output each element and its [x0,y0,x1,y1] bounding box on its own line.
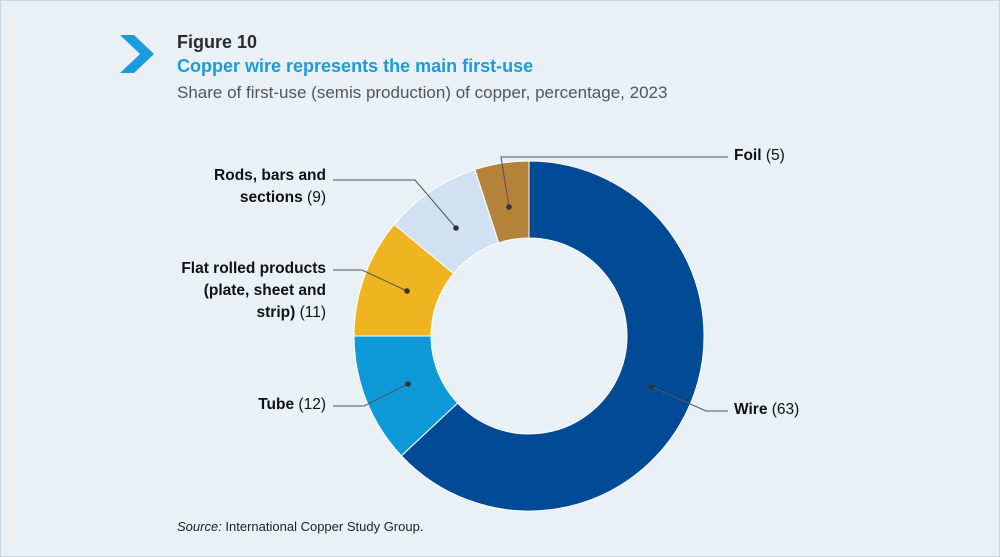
label-rods-name-1: Rods, bars and [214,167,326,184]
figure-title: Copper wire represents the main first-us… [177,56,534,76]
label-flat-name-2: (plate, sheet and [203,282,326,299]
label-wire-value: (63) [771,401,800,418]
label-rods-name-2: sections [239,189,303,206]
slice-wire [400,160,705,512]
leader-line-rods [333,179,457,229]
figure-subtitle: Share of first-use (semis production) of… [177,83,668,102]
label-foil: Foil (5) [734,145,785,167]
leader-dot-flat-rolled [404,288,410,294]
source-text: International Copper Study Group. [221,519,424,534]
label-wire-name: Wire [734,401,768,418]
label-flat-rolled: Flat rolled products (plate, sheet and s… [150,258,326,324]
leader-line-flat-rolled [333,269,408,292]
label-wire: Wire (63) [734,399,799,421]
leader-line-tube [333,383,409,407]
label-flat-value: (11) [299,304,326,321]
leader-dot-tube [405,381,411,387]
source-prefix: Source: [177,519,222,534]
label-foil-name: Foil [734,147,762,164]
label-rods-value: (9) [307,189,326,206]
leader-dot-rods [453,225,459,231]
label-tube: Tube (12) [200,394,326,416]
label-tube-name: Tube [258,396,295,413]
slice-foil [474,160,530,244]
label-rods: Rods, bars and sections (9) [170,165,326,209]
chevron-right-icon [120,35,154,73]
source-note: Source: International Copper Study Group… [177,519,423,534]
label-tube-value: (12) [298,396,326,413]
leader-line-foil [500,156,728,208]
leader-dot-wire [649,384,655,390]
leader-dot-foil [506,204,512,210]
label-flat-name-1: Flat rolled products [181,260,326,277]
figure-label: Figure 10 [177,32,258,52]
label-foil-value: (5) [765,147,785,164]
leader-line-wire [651,386,728,412]
label-flat-name-3: strip) [256,304,296,321]
